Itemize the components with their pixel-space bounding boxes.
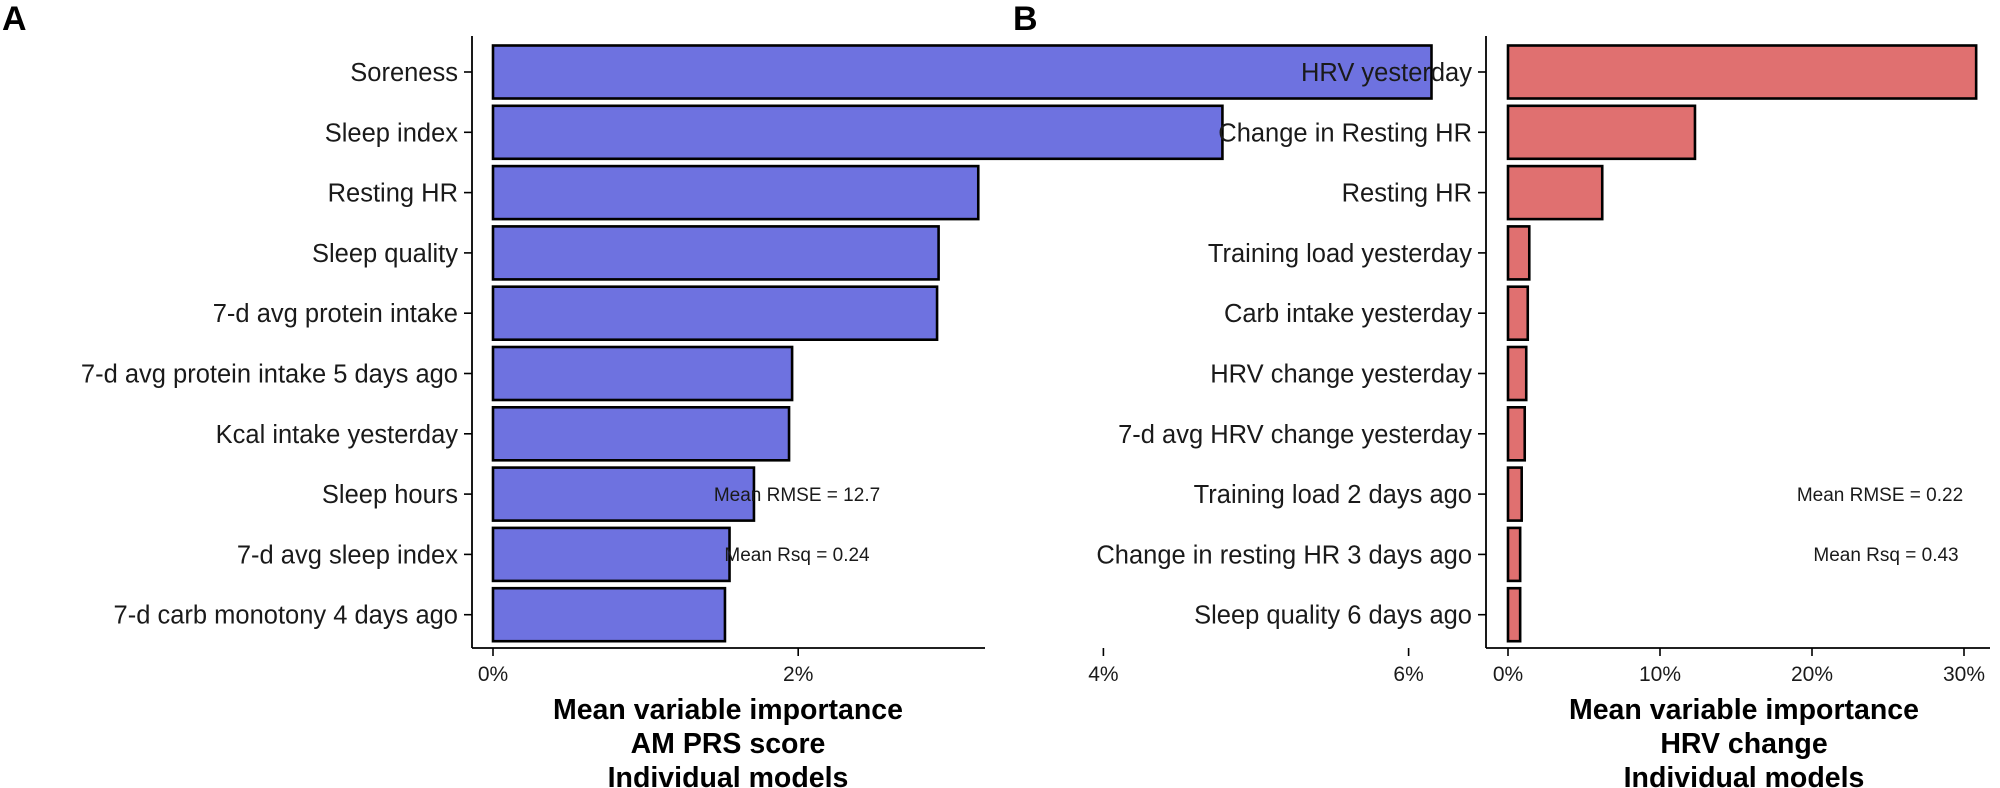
panel-a-category-label: Resting HR <box>328 180 458 208</box>
panel-b-x-ticks: 0% 10% 20% 30% <box>1493 648 1985 686</box>
panel-a-bar <box>491 586 727 643</box>
panel-a-bars <box>491 44 1433 643</box>
panel-b-axes <box>1478 36 1990 649</box>
panel-b-bar <box>1506 526 1522 583</box>
panel-b-category-label: Training load 2 days ago <box>1194 481 1472 509</box>
panel-a-category-labels: Soreness Sleep index Resting HR Sleep quali… <box>81 59 458 630</box>
panel-b-category-label: Change in Resting HR <box>1218 119 1472 147</box>
panel-b-x-tick-label: 20% <box>1791 663 1833 686</box>
panel-b-category-label: Carb intake yesterday <box>1224 300 1472 328</box>
panel-a-x-ticks: 0% 2% 4% 6% <box>478 648 1424 686</box>
panel-a-x-tick-label: 6% <box>1393 663 1423 686</box>
panel-a-x-axis-title-line-2: AM PRS score <box>631 728 826 760</box>
panel-a-category-label: Soreness <box>350 59 458 87</box>
panel-b-bar <box>1506 164 1604 221</box>
panel-b-category-label: HRV change yesterday <box>1210 361 1472 389</box>
panel-a-bar <box>491 345 794 402</box>
panel-a-bar <box>491 285 939 342</box>
panel-a-bar <box>491 225 940 281</box>
panel-a-bar <box>491 44 1433 100</box>
panel-b-rsq-annotation: Mean Rsq = 0.43 <box>1813 545 1958 566</box>
panel-a-x-tick-label: 4% <box>1088 663 1118 686</box>
panel-b-rmse-annotation: Mean RMSE = 0.22 <box>1797 485 1963 506</box>
panel-b-bar <box>1506 44 1978 100</box>
panel-a-category-label: Sleep index <box>325 119 459 147</box>
panel-b-category-label: HRV yesterday <box>1301 59 1472 87</box>
panel-a-category-label: Sleep quality <box>312 240 458 268</box>
panel-a-x-axis-title-line-3: Individual models <box>608 762 849 788</box>
panel-a-axes <box>464 36 985 649</box>
panel-a-rmse-annotation: Mean RMSE = 12.7 <box>714 485 880 506</box>
panel-b-x-tick-label: 30% <box>1943 663 1985 686</box>
panel-b-bar <box>1506 586 1522 643</box>
panel-b-category-label: Change in resting HR 3 days ago <box>1096 541 1472 569</box>
panel-a-category-label: 7-d avg protein intake 5 days ago <box>81 361 458 389</box>
panel-b-category-labels: HRV yesterday Change in Resting HR Resting… <box>1096 59 1472 630</box>
panel-a-x-axis-title-line-1: Mean variable importance <box>553 694 903 726</box>
panel-b-category-label: Training load yesterday <box>1208 240 1472 268</box>
panel-a-bar <box>491 405 791 462</box>
panel-b-bars <box>1506 44 1978 643</box>
panel-b-x-axis-title-line-3: Individual models <box>1624 762 1865 788</box>
panel-a-bar <box>491 466 756 522</box>
panel-b-x-axis-title-line-2: HRV change <box>1660 728 1827 760</box>
panel-b-bar <box>1506 285 1530 342</box>
panel-a: A Soreness Sleep index Resting HR Sleep qua… <box>2 0 1433 788</box>
panel-a-category-label: 7-d avg sleep index <box>237 541 458 569</box>
panel-a-x-tick-label: 0% <box>478 663 508 686</box>
panel-a-bar <box>491 526 731 583</box>
panel-b-category-label: Resting HR <box>1342 180 1472 208</box>
panel-b-x-axis-title-line-1: Mean variable importance <box>1569 694 1919 726</box>
panel-b-x-tick-label: 0% <box>1493 663 1523 686</box>
panel-b-x-tick-label: 10% <box>1639 663 1681 686</box>
panel-a-x-tick-label: 2% <box>783 663 813 686</box>
panel-b-bar <box>1506 104 1697 161</box>
panel-b-label: B <box>1013 0 1038 38</box>
panel-a-category-label: 7-d carb monotony 4 days ago <box>114 602 458 630</box>
panel-a-label: A <box>2 0 27 38</box>
panel-b-bar <box>1506 405 1527 462</box>
panel-b-bar <box>1506 225 1531 281</box>
panel-a-bar <box>491 104 1224 161</box>
panel-a-category-label: Sleep hours <box>322 481 458 509</box>
panel-a-rsq-annotation: Mean Rsq = 0.24 <box>724 545 870 566</box>
panel-b-category-label: Sleep quality 6 days ago <box>1194 602 1472 630</box>
panel-a-category-label: 7-d avg protein intake <box>213 300 458 328</box>
panel-a-category-label: Kcal intake yesterday <box>216 421 459 449</box>
panel-b-category-label: 7-d avg HRV change yesterday <box>1118 421 1472 449</box>
panel-a-bar <box>491 164 980 221</box>
panel-b-bar <box>1506 466 1523 522</box>
panel-b: B HRV yesterday Change in Resting HR Resti… <box>1013 0 1990 788</box>
panel-b-bar <box>1506 345 1528 402</box>
